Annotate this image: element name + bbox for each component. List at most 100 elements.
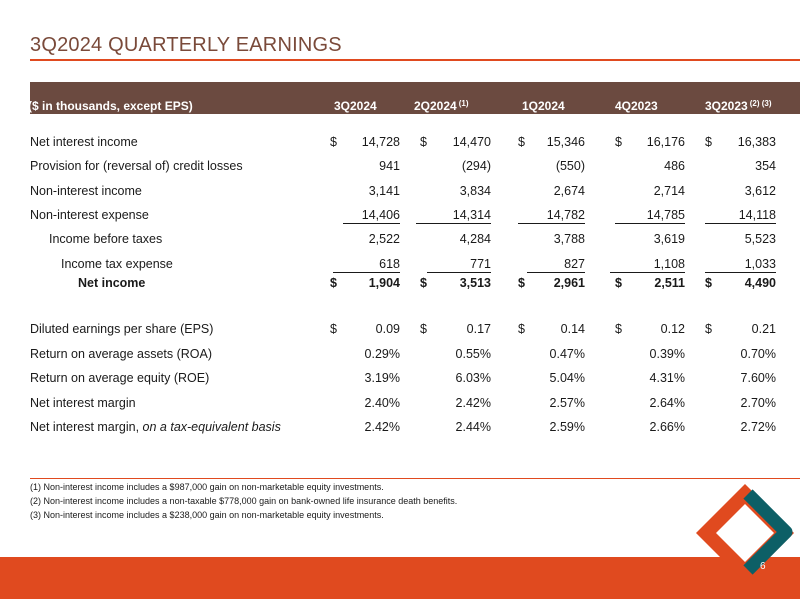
table-header: ($ in thousands, except EPS) 3Q2024 2Q20…: [28, 82, 800, 114]
cell-value: 2,511: [654, 276, 685, 290]
cell-value: 771: [470, 257, 491, 271]
table-row: Income before taxes 2,522 4,284 3,788 3,619 5…: [0, 232, 800, 250]
header-col-3: 1Q2024: [522, 99, 565, 113]
cell-value: 3,513: [459, 276, 491, 290]
table-row: Provision for (reversal of) credit losse…: [0, 159, 800, 177]
dollar-sign: $: [420, 135, 427, 149]
cell-value: 5.04%: [549, 371, 585, 385]
cell-value: 14,728: [361, 135, 400, 149]
cell-value: 0.17: [466, 322, 491, 336]
cell-value: 0.09: [375, 322, 400, 336]
table-row: Net interest margin 2.40% 2.42% 2.57% 2.64% 2…: [0, 396, 800, 414]
row-label: Net interest income: [30, 135, 138, 149]
cell-value: 2.40%: [364, 396, 400, 410]
row-label: Net interest margin, on a tax-equivalent…: [30, 420, 281, 434]
cell-value: 3,788: [553, 232, 585, 246]
row-label: Return on average assets (ROA): [30, 347, 213, 361]
header-col-1: 3Q2024: [334, 99, 377, 113]
footnote-1: (1) Non-interest income includes a $987,…: [30, 482, 384, 492]
cell-value: 2.64%: [649, 396, 685, 410]
dollar-sign: $: [705, 322, 712, 336]
table-row: Return on average assets (ROA) 0.29% 0.55%…: [0, 347, 800, 365]
subtotal-underline: [518, 223, 585, 224]
cell-value: 4,490: [744, 276, 776, 290]
cell-value: (294): [461, 159, 491, 173]
row-label: Non-interest income: [30, 184, 142, 198]
dollar-sign: $: [420, 322, 427, 336]
subtotal-underline: [527, 272, 585, 273]
header-col-2: 2Q2024 (1): [414, 99, 469, 113]
dollar-sign: $: [330, 276, 337, 290]
dollar-sign: $: [615, 322, 622, 336]
cell-value: 2.42%: [364, 420, 400, 434]
header-label: ($ in thousands, except EPS): [28, 99, 193, 113]
cell-value: (550): [555, 159, 585, 173]
table-row: Diluted earnings per share (EPS) $0.09 $0.…: [0, 322, 800, 340]
dollar-sign: $: [615, 276, 622, 290]
cell-value: 16,176: [646, 135, 685, 149]
cell-value: 14,118: [738, 208, 776, 222]
table-row: Net interest margin, on a tax-equivalent…: [0, 420, 800, 438]
subtotal-underline: [610, 272, 685, 273]
cell-value: 2,674: [553, 184, 585, 198]
table-row: Return on average equity (ROE) 3.19% 6.03%…: [0, 371, 800, 389]
subtotal-underline: [333, 272, 400, 273]
cell-value: 14,785: [646, 208, 685, 222]
cell-value: 1,108: [653, 257, 685, 271]
row-label: Income tax expense: [61, 257, 173, 271]
cell-value: 0.39%: [649, 347, 685, 361]
dollar-sign: $: [705, 276, 712, 290]
cell-value: 3,612: [744, 184, 776, 198]
header-col-5: 3Q2023 (2) (3): [705, 99, 772, 113]
row-label: Net interest margin: [30, 396, 136, 410]
cell-value: 2.59%: [549, 420, 585, 434]
cell-value: 2,961: [553, 276, 585, 290]
subtotal-underline: [705, 272, 776, 273]
cell-value: 2.44%: [455, 420, 491, 434]
cell-value: 0.21: [751, 322, 776, 336]
cell-value: 941: [379, 159, 400, 173]
cell-value: 1,033: [744, 257, 776, 271]
title-divider: [30, 59, 800, 61]
cell-value: 2.57%: [549, 396, 585, 410]
cell-value: 2.70%: [740, 396, 776, 410]
footer-bar: [0, 557, 800, 599]
cell-value: 2,714: [653, 184, 685, 198]
cell-value: 1,904: [368, 276, 400, 290]
cell-value: 15,346: [546, 135, 585, 149]
row-label: Income before taxes: [49, 232, 163, 246]
cell-value: 4.31%: [649, 371, 685, 385]
row-label: Return on average equity (ROE): [30, 371, 210, 385]
cell-value: 3,834: [459, 184, 491, 198]
cell-value: 16,383: [737, 135, 776, 149]
cell-value: 0.29%: [364, 347, 400, 361]
cell-value: 0.12: [660, 322, 685, 336]
dollar-sign: $: [705, 135, 712, 149]
dollar-sign: $: [330, 322, 337, 336]
subtotal-underline: [615, 223, 685, 224]
table-row: Net interest income $14,728 $14,470 $15,346…: [0, 135, 800, 153]
footnote-2: (2) Non-interest income includes a non-t…: [30, 496, 458, 506]
cell-value: 2.66%: [649, 420, 685, 434]
cell-value: 0.70%: [740, 347, 776, 361]
subtotal-underline: [416, 223, 491, 224]
table-row: Income tax expense 618 771 827 1,108 1,033: [0, 257, 800, 275]
dollar-sign: $: [518, 276, 525, 290]
cell-value: 0.14: [560, 322, 585, 336]
cell-value: 827: [564, 257, 585, 271]
row-label: Non-interest expense: [30, 208, 149, 222]
table-row: Non-interest expense 14,406 14,314 14,782 14…: [0, 208, 800, 226]
cell-value: 14,782: [546, 208, 585, 222]
cell-value: 486: [664, 159, 685, 173]
cell-value: 6.03%: [455, 371, 491, 385]
cell-value: 354: [755, 159, 776, 173]
cell-value: 0.47%: [549, 347, 585, 361]
row-label: Net income: [78, 276, 146, 290]
footnote-divider: [30, 478, 800, 479]
cell-value: 3,619: [653, 232, 685, 246]
cell-value: 14,470: [452, 135, 491, 149]
subtotal-underline: [427, 272, 491, 273]
page-title: 3Q2024 QUARTERLY EARNINGS: [30, 34, 342, 56]
dollar-sign: $: [518, 135, 525, 149]
cell-value: 3,141: [368, 184, 400, 198]
